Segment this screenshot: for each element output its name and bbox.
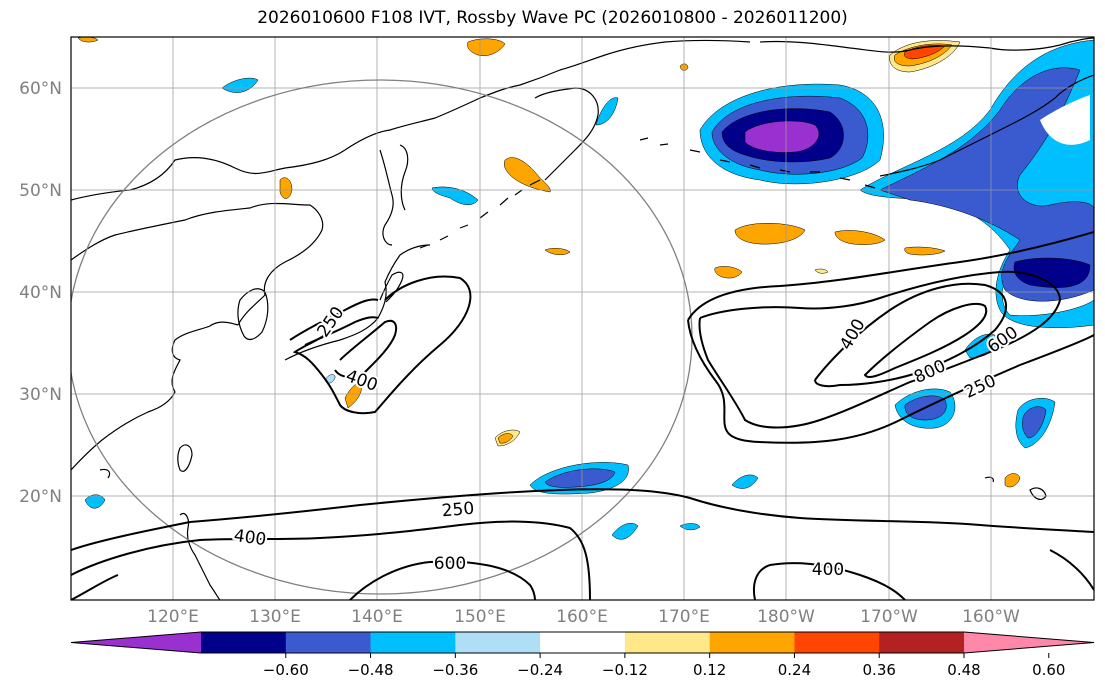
colorbar-segment <box>709 632 795 653</box>
graticule <box>71 37 1094 600</box>
colorbar-segment <box>540 632 626 653</box>
latitude-labels: 20°N 30°N 40°N 50°N 60°N <box>19 79 62 507</box>
lon-label-140e: 140°E <box>351 607 403 627</box>
colorbar-segment <box>624 632 711 653</box>
map-frame <box>70 36 1095 601</box>
contour-label: 800 <box>911 356 949 388</box>
colorbar-segment <box>794 632 880 653</box>
lon-label-170e: 170°E <box>658 607 710 627</box>
lon-label-160w: 160°W <box>962 607 1020 627</box>
lon-label-130e: 130°E <box>249 607 301 627</box>
colorbar-segment <box>370 632 456 653</box>
colorbar-segment <box>285 632 372 653</box>
colorbar-tick-label: −0.24 <box>517 661 563 679</box>
colorbar-tick-label: −0.12 <box>602 661 648 679</box>
contour-label: 400 <box>812 560 844 580</box>
lon-label-120e: 120°E <box>147 607 199 627</box>
lat-label-40n: 40°N <box>19 283 62 303</box>
reference-circle <box>71 79 693 595</box>
contour-labels: 250 400 250 400 800 600 250 400 600 400 <box>231 301 1024 582</box>
colorbar-tick-label: −0.36 <box>432 661 478 679</box>
colorbar-tick-label: 0.24 <box>778 661 811 679</box>
colorbar-tick-label: 0.60 <box>1032 661 1065 679</box>
colorbar-segment <box>201 632 287 653</box>
colorbar-tick-label: 0.48 <box>947 661 980 679</box>
ivt-contours <box>71 231 1094 600</box>
colorbar-tick-label: 0.36 <box>863 661 896 679</box>
map-title: 2026010600 F108 IVT, Rossby Wave PC (202… <box>257 8 848 28</box>
contour-label: 250 <box>441 499 475 522</box>
lat-label-50n: 50°N <box>19 181 62 201</box>
colorbar-tick-label: 0.12 <box>693 661 726 679</box>
colorbar-extend-min <box>71 632 201 653</box>
colorbar-extend-max <box>964 632 1094 653</box>
colorbar-segment <box>879 632 965 653</box>
anomaly-shading <box>77 37 1094 540</box>
lon-label-170w: 170°W <box>860 607 918 627</box>
lat-label-30n: 30°N <box>19 385 62 405</box>
contour-label: 400 <box>836 315 870 353</box>
longitude-labels: 120°E 130°E 140°E 150°E 160°E 170°E 180°… <box>147 607 1020 627</box>
lon-label-160e: 160°E <box>556 607 608 627</box>
lat-label-20n: 20°N <box>19 487 62 507</box>
colorbar-segment <box>455 632 541 653</box>
contour-label: 400 <box>233 526 268 550</box>
contour-label: 600 <box>434 554 466 574</box>
colorbar-tick-label: −0.48 <box>348 661 394 679</box>
lon-label-180w: 180°W <box>757 607 815 627</box>
lon-label-150e: 150°E <box>454 607 506 627</box>
contour-label: 250 <box>313 303 348 341</box>
colorbar: −0.60 −0.48 −0.36 −0.24 −0.12 0.12 0.24 0.36 0.4… <box>70 631 1095 679</box>
colorbar-tick-label: −0.60 <box>263 661 309 679</box>
lat-label-60n: 60°N <box>19 79 62 99</box>
